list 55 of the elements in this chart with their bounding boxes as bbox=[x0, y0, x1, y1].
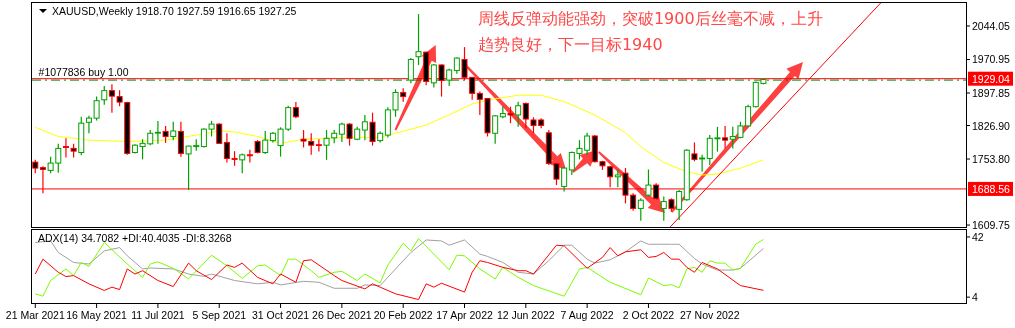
candlestick bbox=[561, 166, 568, 193]
annotation: #1077836 buy 1.00 bbox=[38, 66, 129, 79]
candlestick bbox=[515, 101, 522, 128]
candlestick bbox=[699, 154, 706, 173]
x-tick-label: 16 May 2021 bbox=[66, 309, 128, 321]
y-tick-label: 1609.75 bbox=[972, 219, 1011, 232]
x-tick-label: 31 Oct 2021 bbox=[251, 309, 310, 321]
candlestick bbox=[239, 152, 246, 174]
x-tick-label: 2 Oct 2022 bbox=[622, 309, 675, 321]
y-tick-label: 1826.90 bbox=[972, 119, 1011, 132]
x-tick-label: 26 Dec 2021 bbox=[312, 309, 372, 321]
candlestick bbox=[216, 122, 223, 145]
candlestick bbox=[361, 114, 368, 141]
y-tick-label: 42 bbox=[972, 230, 984, 243]
x-tick-label: 11 Jul 2021 bbox=[131, 309, 185, 321]
line-series bbox=[34, 244, 764, 301]
ref-line-label: 1688.56 bbox=[972, 182, 1011, 195]
candlestick bbox=[676, 189, 683, 221]
y-tick-label: 1897.85 bbox=[972, 87, 1011, 99]
y-tick-label: 4 bbox=[972, 291, 978, 304]
candlestick bbox=[722, 125, 729, 149]
candlestick bbox=[154, 120, 161, 145]
candlestick bbox=[62, 137, 69, 159]
candlestick bbox=[262, 130, 269, 155]
y-tick-label: 1970.95 bbox=[972, 53, 1011, 66]
x-tick-label: 17 Apr 2022 bbox=[436, 309, 493, 321]
chart-title: XAUUSD,Weekly 1918.70 1927.59 1916.65 1927.25 bbox=[52, 5, 297, 17]
x-tick-label: 27 Nov 2022 bbox=[680, 309, 740, 321]
x-tick-label: 20 Feb 2022 bbox=[373, 309, 433, 321]
candlestick bbox=[346, 122, 353, 147]
annotation: 周线反弹动能强劲，突破1900后丝毫不减，上升趋势良好，下一目标1940 bbox=[477, 8, 824, 56]
candlestick bbox=[323, 129, 330, 161]
candlestick bbox=[691, 141, 698, 162]
candlestick bbox=[369, 112, 376, 147]
x-tick-label: 12 Jun 2022 bbox=[496, 309, 555, 321]
ref-line-label: 1929.04 bbox=[972, 72, 1011, 85]
candlestick bbox=[430, 63, 437, 89]
candlestick bbox=[246, 149, 253, 164]
candlestick bbox=[177, 121, 184, 158]
y-tick-label: 1753.80 bbox=[972, 153, 1011, 166]
x-tick-label: 5 Sep 2021 bbox=[192, 309, 247, 321]
candlestick bbox=[407, 57, 414, 84]
x-tick-label: 21 Mar 2021 bbox=[5, 309, 65, 321]
candlestick bbox=[170, 121, 177, 141]
candlestick bbox=[415, 13, 422, 66]
line-series bbox=[34, 94, 764, 176]
candlestick bbox=[101, 85, 108, 106]
candlestick bbox=[315, 138, 322, 153]
chart-title: ADX(14) 34.7082 +DI:40.4035 -DI:8.3268 bbox=[38, 232, 232, 244]
candlestick bbox=[637, 197, 644, 222]
y-tick-label: 2044.05 bbox=[972, 19, 1011, 32]
x-tick-label: 7 Aug 2022 bbox=[560, 309, 614, 321]
candlestick bbox=[645, 168, 652, 198]
candlestick bbox=[492, 114, 499, 145]
candlestick bbox=[660, 195, 667, 222]
